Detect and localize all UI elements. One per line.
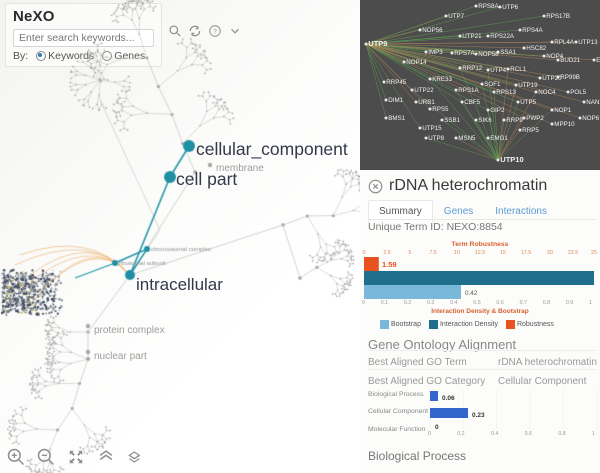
svg-text:7.5: 7.5: [429, 250, 436, 256]
svg-text:15: 15: [500, 250, 506, 256]
svg-text:MSN5: MSN5: [458, 135, 476, 142]
svg-text:SOF1: SOF1: [484, 81, 501, 88]
svg-text:BMS1: BMS1: [388, 115, 405, 122]
svg-text:UTP15: UTP15: [422, 125, 442, 132]
svg-text:0: 0: [435, 424, 439, 431]
svg-text:17.5: 17.5: [521, 250, 531, 256]
svg-text:SSA1: SSA1: [500, 49, 516, 56]
svg-text:20: 20: [547, 250, 553, 256]
svg-text:UTP6: UTP6: [502, 4, 518, 11]
svg-text:RRP45: RRP45: [386, 79, 407, 86]
svg-text:NAN1: NAN1: [586, 99, 600, 106]
svg-text:NOP1: NOP1: [554, 107, 571, 114]
svg-text:RPS13: RPS13: [496, 89, 516, 96]
svg-text:0.42: 0.42: [465, 290, 478, 297]
svg-text:22.5: 22.5: [568, 250, 578, 256]
svg-text:10: 10: [454, 250, 460, 256]
svg-text:EMG1: EMG1: [490, 135, 508, 142]
svg-text:PWP2: PWP2: [526, 115, 544, 122]
svg-text:UTP20: UTP20: [542, 75, 562, 82]
svg-text:2.5: 2.5: [383, 250, 390, 256]
svg-text:5: 5: [409, 250, 412, 256]
svg-text:RPS22A: RPS22A: [490, 33, 515, 40]
svg-text:URB1: URB1: [418, 99, 435, 106]
svg-text:UTP22: UTP22: [414, 87, 434, 94]
svg-text:GIP2: GIP2: [490, 107, 505, 114]
svg-text:DIM1: DIM1: [388, 97, 403, 104]
svg-text:RRP12: RRP12: [462, 65, 483, 72]
svg-text:HSC82: HSC82: [526, 45, 547, 52]
svg-text:NOP56: NOP56: [422, 27, 443, 34]
svg-text:0: 0: [363, 250, 366, 256]
svg-text:CBF5: CBF5: [464, 99, 480, 106]
svg-text:UTP5: UTP5: [520, 99, 536, 106]
svg-text:RCL1: RCL1: [510, 66, 526, 73]
svg-text:IMP3: IMP3: [428, 49, 443, 56]
svg-text:UTP10: UTP10: [500, 155, 523, 164]
svg-text:RPS1A: RPS1A: [458, 87, 479, 94]
svg-text:SIK6: SIK6: [478, 117, 492, 124]
svg-text:0.23: 0.23: [472, 412, 485, 419]
svg-text:RPS5: RPS5: [432, 106, 449, 113]
svg-text:RPS8A: RPS8A: [478, 3, 499, 10]
svg-text:SSB1: SSB1: [444, 117, 460, 124]
svg-text:?: ?: [213, 28, 217, 35]
svg-text:RPS7A: RPS7A: [454, 50, 475, 57]
svg-text:RPS17B: RPS17B: [546, 13, 570, 20]
svg-text:0.06: 0.06: [442, 395, 455, 402]
svg-text:RPL4A: RPL4A: [554, 39, 574, 46]
svg-text:RPS4A: RPS4A: [522, 27, 543, 34]
svg-text:UTP9: UTP9: [368, 39, 387, 48]
svg-text:UTP13: UTP13: [578, 39, 598, 46]
svg-text:NOP58: NOP58: [478, 51, 499, 58]
svg-text:NOC4: NOC4: [538, 89, 556, 96]
svg-text:UTP21: UTP21: [462, 33, 482, 40]
svg-text:BUD21: BUD21: [560, 57, 581, 64]
svg-text:NOP6: NOP6: [582, 115, 599, 122]
svg-text:1.59: 1.59: [382, 260, 397, 269]
svg-text:UTP19: UTP19: [518, 82, 538, 89]
svg-text:MPP10: MPP10: [554, 121, 575, 128]
svg-text:RRP9: RRP9: [506, 117, 523, 124]
svg-text:UTP8: UTP8: [428, 135, 444, 142]
svg-text:UTP7: UTP7: [448, 13, 464, 20]
svg-text:KRE33: KRE33: [432, 76, 452, 83]
svg-text:RP99B: RP99B: [560, 74, 580, 81]
svg-text:UTP4: UTP4: [490, 67, 506, 74]
svg-text:RRP5: RRP5: [522, 127, 539, 134]
svg-text:POL5: POL5: [570, 89, 586, 96]
svg-text:12.5: 12.5: [475, 250, 485, 256]
svg-text:25: 25: [591, 250, 597, 256]
svg-text:NOP14: NOP14: [406, 59, 427, 66]
svg-text:ENP1: ENP1: [596, 57, 600, 64]
